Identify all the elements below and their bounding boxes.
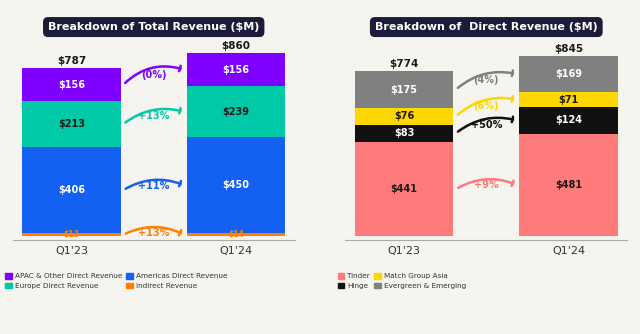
Text: $14: $14 [228,230,244,239]
Bar [519,92,618,107]
Text: $169: $169 [555,69,582,79]
Bar [519,107,618,134]
Text: +9%: +9% [474,180,499,190]
Bar [355,142,453,236]
Text: +11%: +11% [138,181,170,191]
Bar [187,53,285,87]
Bar [22,147,121,233]
Text: (0%): (0%) [141,70,166,80]
Text: $124: $124 [555,116,582,126]
Text: $71: $71 [558,95,579,105]
Text: $441: $441 [390,184,417,194]
Bar [187,87,285,137]
Text: $156: $156 [223,65,250,75]
Text: (4%): (4%) [474,75,499,85]
Text: (6%): (6%) [474,102,499,112]
Text: $450: $450 [223,180,250,190]
Text: $787: $787 [57,56,86,66]
Text: $76: $76 [394,112,414,121]
Text: $239: $239 [223,107,250,117]
Bar [187,137,285,233]
Bar [355,125,453,142]
Text: $774: $774 [389,59,419,69]
Legend: APAC & Other Direct Revenue, Europe Direct Revenue, Americas Direct Revenue, Ind: APAC & Other Direct Revenue, Europe Dire… [3,270,230,292]
Text: Breakdown of  Direct Revenue ($M): Breakdown of Direct Revenue ($M) [375,22,598,32]
Text: $83: $83 [394,128,414,138]
Text: $481: $481 [555,180,582,190]
Bar [355,71,453,108]
Text: $13: $13 [63,230,79,239]
Text: $406: $406 [58,185,85,195]
Bar [22,233,121,236]
Text: Breakdown of Total Revenue ($M): Breakdown of Total Revenue ($M) [48,22,259,32]
Text: $213: $213 [58,119,85,129]
Bar [519,56,618,92]
Text: $175: $175 [390,85,417,95]
Bar [22,102,121,147]
Text: $860: $860 [221,41,250,51]
Bar [355,108,453,125]
Text: +13%: +13% [138,228,170,238]
Bar [22,68,121,102]
Bar [187,233,285,236]
Text: +13%: +13% [138,112,170,121]
Text: $845: $845 [554,44,583,54]
Text: $156: $156 [58,80,85,90]
Text: +50%: +50% [470,120,502,130]
Bar [519,134,618,236]
Legend: Tinder, Hinge, Match Group Asia, Evergreen & Emerging: Tinder, Hinge, Match Group Asia, Evergre… [335,270,468,292]
